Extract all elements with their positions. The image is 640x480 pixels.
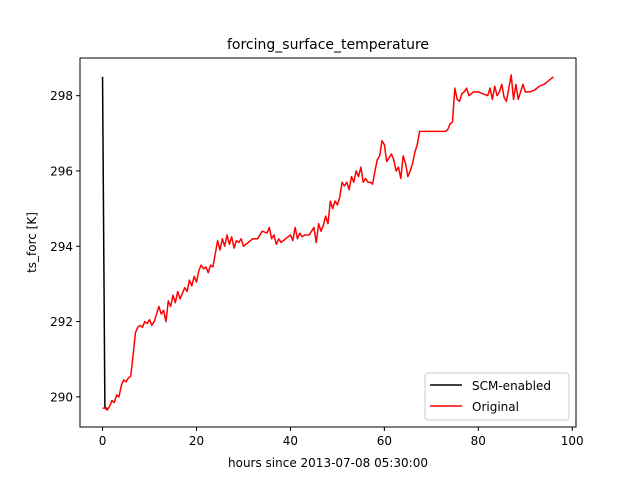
plot-frame bbox=[79, 57, 577, 428]
legend: SCM-enabled Original bbox=[424, 372, 570, 421]
legend-label-original: Original bbox=[472, 400, 519, 414]
x-tick-label: 60 bbox=[377, 434, 392, 448]
plot-lines bbox=[101, 74, 554, 411]
y-tick-label: 292 bbox=[50, 315, 73, 329]
x-tick-label: 0 bbox=[99, 434, 107, 448]
y-tick-label: 294 bbox=[50, 240, 73, 254]
y-tick-label: 290 bbox=[50, 390, 73, 404]
y-tick-label: 298 bbox=[50, 89, 73, 103]
x-axis-label: hours since 2013-07-08 05:30:00 bbox=[228, 456, 428, 470]
y-axis-label: ts_forc [K] bbox=[25, 212, 39, 273]
x-tick-label: 100 bbox=[561, 434, 584, 448]
series-line-original bbox=[102, 74, 554, 411]
legend-label-scm-enabled: SCM-enabled bbox=[472, 379, 551, 393]
y-axis: 290 292 294 296 298 bbox=[50, 89, 80, 404]
x-axis: 0 20 40 60 80 100 bbox=[99, 427, 584, 448]
x-tick-label: 80 bbox=[471, 434, 486, 448]
chart-title: forcing_surface_temperature bbox=[227, 37, 429, 53]
x-tick-label: 20 bbox=[189, 434, 204, 448]
y-tick-label: 296 bbox=[50, 164, 73, 178]
x-tick-label: 40 bbox=[283, 434, 298, 448]
